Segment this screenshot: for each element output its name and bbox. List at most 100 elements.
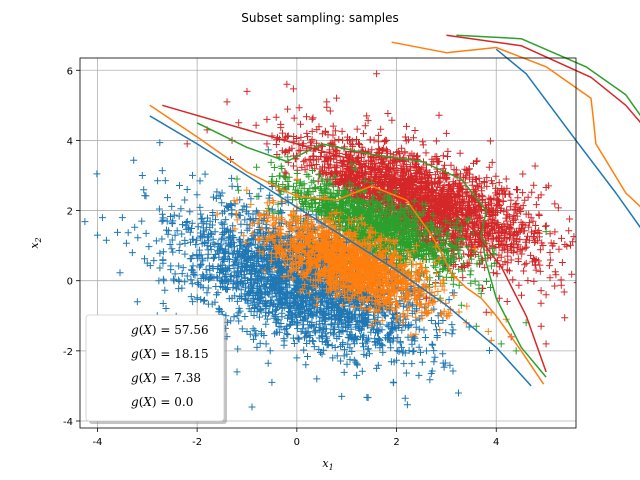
scatter-layer xyxy=(81,70,576,411)
x-tick-label: 4 xyxy=(493,437,499,448)
legend-entry: g(X) = 0.0 xyxy=(131,395,193,409)
sample-point xyxy=(403,291,411,299)
sample-point xyxy=(542,340,550,348)
sample-point xyxy=(278,200,286,208)
sample-point xyxy=(273,150,281,158)
sample-point xyxy=(183,140,191,148)
x-tick-label: 2 xyxy=(393,437,399,448)
sample-point xyxy=(363,291,371,299)
sample-point xyxy=(373,224,381,232)
y-tick-label: -4 xyxy=(63,417,73,428)
axes-frame xyxy=(79,57,577,429)
sample-point xyxy=(278,245,286,253)
offplot-curve-2 xyxy=(456,34,640,117)
sample-point xyxy=(338,207,346,215)
sample-point xyxy=(403,122,411,130)
sample-point xyxy=(368,270,376,278)
offplot-curve-1 xyxy=(391,41,640,208)
sample-point xyxy=(373,70,381,78)
sample-point xyxy=(393,252,401,260)
legend-entry: g(X) = 57.56 xyxy=(131,323,209,337)
sample-point xyxy=(313,301,321,309)
sample-point xyxy=(368,179,376,187)
sample-point xyxy=(432,326,440,334)
sample-point xyxy=(233,175,241,183)
sample-cloud-1 xyxy=(213,175,495,339)
sample-point xyxy=(253,343,261,351)
sample-point xyxy=(358,214,366,222)
sample-point xyxy=(447,217,455,225)
sample-point xyxy=(223,98,231,106)
legend-box xyxy=(85,314,225,422)
sample-point xyxy=(333,168,341,176)
sample-point xyxy=(268,378,276,386)
threshold-curve-1 xyxy=(149,104,545,385)
sample-point xyxy=(298,189,306,197)
legend-entry: g(X) = 7.38 xyxy=(131,371,201,385)
x-tick-label: 0 xyxy=(294,437,300,448)
y-tick-label: -2 xyxy=(63,347,73,358)
x-tick-label: -4 xyxy=(92,437,102,448)
sample-point xyxy=(482,308,490,316)
sample-point xyxy=(442,312,450,320)
sample-point xyxy=(383,305,391,313)
sample-point xyxy=(502,175,510,183)
sample-point xyxy=(323,98,331,106)
sample-point xyxy=(373,364,381,372)
sample-point xyxy=(163,217,171,225)
sample-point xyxy=(383,136,391,144)
y-axis-label: x2 xyxy=(28,237,43,248)
sample-point xyxy=(542,228,550,236)
threshold-curve-3 xyxy=(162,104,547,373)
sample-point xyxy=(512,200,520,208)
sample-point xyxy=(447,242,455,250)
sample-point xyxy=(338,245,346,253)
sample-point xyxy=(422,294,430,302)
legend: g(X) = 57.56 g(X) = 18.15 g(X) = 7.38 g(X) … xyxy=(85,314,227,424)
sample-point xyxy=(293,354,301,362)
sample-point xyxy=(487,207,495,215)
y-tick-label: 6 xyxy=(67,66,73,77)
sample-point xyxy=(398,343,406,351)
sample-point xyxy=(422,256,430,264)
tick-layer: -4 -2 0 2 4 -4 -2 0 2 4 6 xyxy=(63,66,499,448)
sample-point xyxy=(457,263,465,271)
sample-point xyxy=(412,305,420,313)
sample-point xyxy=(138,171,146,179)
y-tick-label: 4 xyxy=(67,136,73,147)
sample-point xyxy=(412,242,420,250)
sample-point xyxy=(343,263,351,271)
sample-point xyxy=(343,238,351,246)
sample-point xyxy=(218,189,226,197)
sample-point xyxy=(133,298,141,306)
sample-point xyxy=(378,235,386,243)
sample-point xyxy=(348,294,356,302)
sample-point xyxy=(343,150,351,158)
sample-point xyxy=(283,80,291,88)
sample-point xyxy=(512,235,520,243)
sample-point xyxy=(243,221,251,229)
sample-point xyxy=(328,284,336,292)
sample-point xyxy=(183,186,191,194)
x-axis-label: x1 xyxy=(322,457,333,472)
sample-point xyxy=(472,157,480,165)
y-tick-label: 2 xyxy=(67,207,73,218)
sample-point xyxy=(303,129,311,137)
sample-point xyxy=(393,259,401,267)
sample-point xyxy=(442,129,450,137)
offplot-curve-3 xyxy=(446,34,640,124)
sample-point xyxy=(422,308,430,316)
offplot-curve-0 xyxy=(495,48,640,229)
sample-point xyxy=(532,266,540,274)
sample-point xyxy=(263,115,271,123)
sample-point xyxy=(363,112,371,120)
sample-point xyxy=(432,228,440,236)
sample-point xyxy=(263,140,271,148)
series-3-points xyxy=(183,70,550,348)
threshold-curve-2 xyxy=(196,122,547,378)
curve-layer xyxy=(149,104,547,387)
sample-point xyxy=(208,273,216,281)
sample-point xyxy=(383,256,391,264)
sample-point xyxy=(542,291,550,299)
